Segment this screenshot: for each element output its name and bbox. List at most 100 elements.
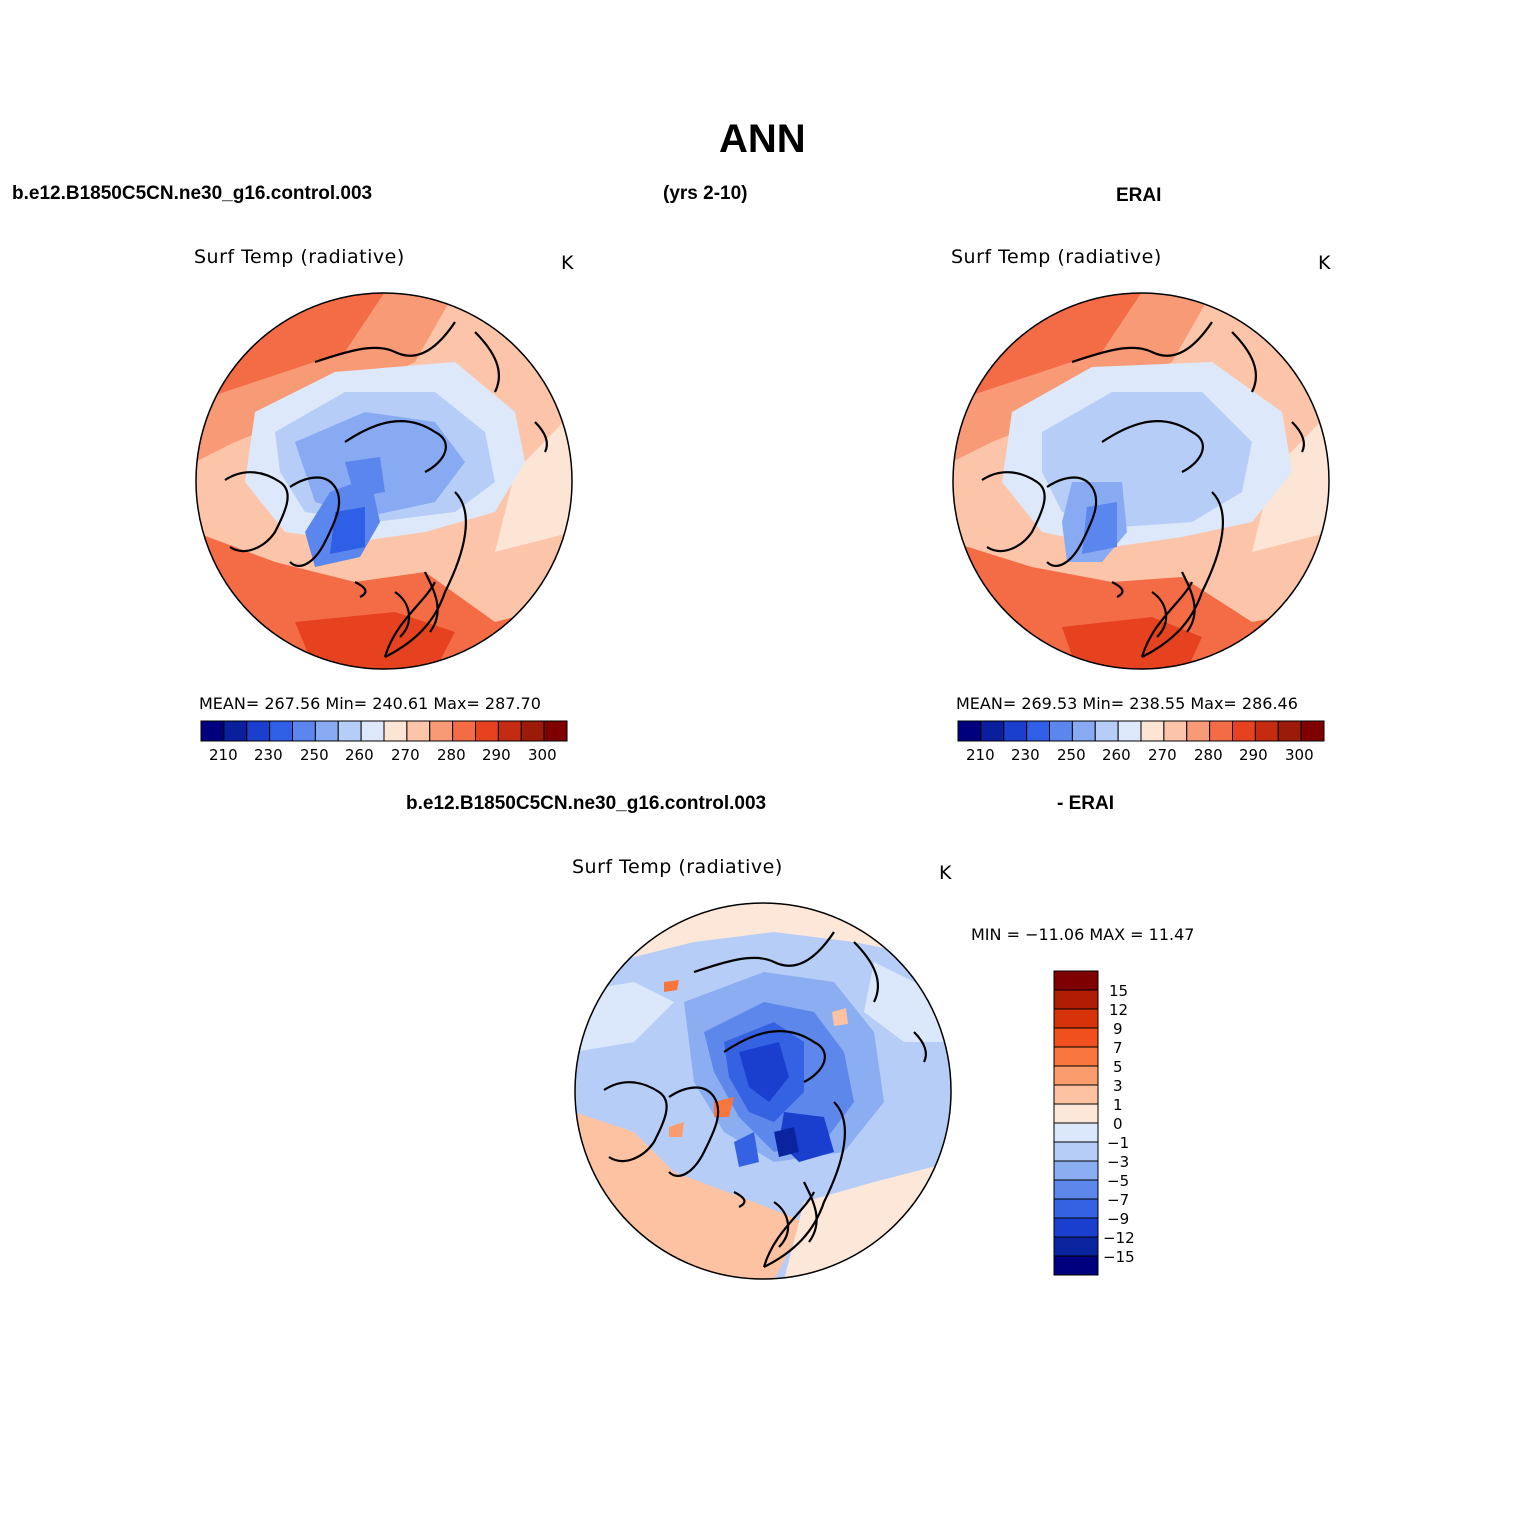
model-tick: 270 [391,746,420,764]
figure-title: ANN [719,117,806,161]
diff-tick: −5 [1107,1172,1130,1190]
model-units-label: K [561,252,574,274]
diff-tick: −15 [1103,1248,1135,1266]
diff-tick: 12 [1109,1001,1129,1019]
model-tick: 280 [437,746,466,764]
obs-polar-map [952,292,1330,670]
colorbar-swatch [1053,1179,1099,1200]
diff-tick: 0 [1113,1115,1123,1133]
colorbar-swatch [292,720,316,742]
obs-name-label: ERAI [1116,185,1162,206]
colorbar-swatch [246,720,271,742]
diff-tick: −3 [1107,1153,1130,1171]
obs-colorbar [957,720,1325,742]
colorbar-swatch [980,720,1005,742]
model-tick: 260 [345,746,374,764]
colorbar-swatch [406,720,431,742]
colorbar-swatch [475,720,499,742]
colorbar-swatch [1094,720,1119,742]
obs-tick: 210 [966,746,995,764]
colorbar-swatch [223,720,248,742]
diff-units-label: K [939,862,952,884]
colorbar-swatch [1186,720,1211,742]
model-tick: 230 [254,746,283,764]
model-tick: 250 [300,746,329,764]
years-label: (yrs 2-10) [663,183,748,204]
colorbar-swatch [452,720,477,742]
diff-tick: −7 [1107,1191,1130,1209]
colorbar-swatch [1053,1122,1099,1143]
colorbar-swatch [1003,720,1028,742]
model-case-label: b.e12.B1850C5CN.ne30_g16.control.003 [12,183,373,204]
diff-tick: 5 [1113,1058,1123,1076]
diff-stats: MIN = −11.06 MAX = 11.47 [971,925,1195,944]
obs-tick: 300 [1285,746,1314,764]
colorbar-swatch [1277,720,1302,742]
colorbar-swatch [1117,720,1142,742]
colorbar-swatch [360,720,385,742]
colorbar-swatch [1163,720,1188,742]
colorbar-swatch [337,720,362,742]
model-polar-map [195,292,573,670]
diff-case-label: b.e12.B1850C5CN.ne30_g16.control.003 [406,793,767,814]
colorbar-swatch [1053,1141,1099,1162]
obs-tick: 290 [1239,746,1268,764]
colorbar-swatch [314,720,339,742]
colorbar-swatch [543,720,568,742]
colorbar-swatch [1071,720,1096,742]
diff-colorbar [1053,970,1099,1276]
diff-tick: 7 [1113,1039,1123,1057]
model-colorbar [200,720,568,742]
diff-tick: −9 [1107,1210,1130,1228]
obs-stats: MEAN= 269.53 Min= 238.55 Max= 286.46 [956,694,1298,713]
colorbar-swatch [1053,1217,1099,1238]
model-tick: 210 [209,746,238,764]
colorbar-swatch [1053,1103,1099,1124]
colorbar-swatch [1053,1084,1099,1105]
diff-variable-label: Surf Temp (radiative) [572,856,783,878]
diff-suffix-label: - ERAI [1057,793,1114,814]
colorbar-swatch [520,720,545,742]
obs-tick: 260 [1102,746,1131,764]
model-tick: 300 [528,746,557,764]
colorbar-swatch [1209,720,1234,742]
colorbar-swatch [269,720,294,742]
obs-units-label: K [1318,252,1331,274]
obs-variable-label: Surf Temp (radiative) [951,246,1162,268]
colorbar-swatch [497,720,522,742]
colorbar-swatch [1232,720,1256,742]
colorbar-swatch [957,720,982,742]
colorbar-swatch [1053,1198,1099,1219]
model-variable-label: Surf Temp (radiative) [194,246,405,268]
obs-tick: 250 [1057,746,1086,764]
model-stats: MEAN= 267.56 Min= 240.61 Max= 287.70 [199,694,541,713]
diff-tick: 15 [1109,982,1129,1000]
diff-tick: −1 [1107,1134,1130,1152]
diff-tick: 3 [1113,1077,1123,1095]
colorbar-swatch [1053,1065,1099,1086]
colorbar-swatch [1053,1046,1099,1067]
diff-tick: 1 [1113,1096,1123,1114]
obs-tick: 280 [1194,746,1223,764]
colorbar-swatch [200,720,225,742]
colorbar-swatch [1254,720,1279,742]
obs-tick: 230 [1011,746,1040,764]
colorbar-swatch [1053,1255,1099,1276]
diff-tick: −12 [1103,1229,1135,1247]
model-tick: 290 [482,746,511,764]
diff-tick: 9 [1113,1020,1123,1038]
colorbar-swatch [1053,1008,1099,1029]
colorbar-swatch [1300,720,1325,742]
colorbar-swatch [383,720,408,742]
diff-polar-map [574,902,952,1280]
colorbar-swatch [1053,1236,1099,1257]
colorbar-swatch [1026,720,1051,742]
obs-tick: 270 [1148,746,1177,764]
colorbar-swatch [1053,989,1099,1010]
colorbar-swatch [1053,1160,1099,1181]
colorbar-swatch [429,720,454,742]
colorbar-swatch [1053,1027,1099,1048]
colorbar-swatch [1049,720,1073,742]
colorbar-swatch [1140,720,1165,742]
colorbar-swatch [1053,970,1099,991]
